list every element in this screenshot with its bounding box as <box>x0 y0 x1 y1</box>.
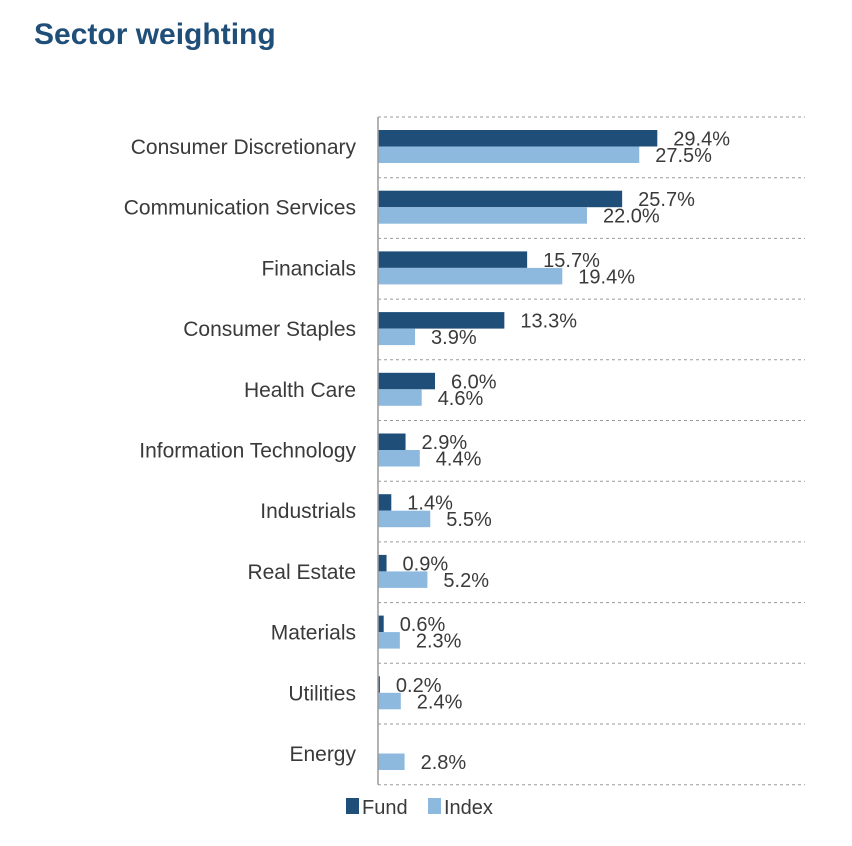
category-label: Utilities <box>288 682 356 705</box>
bar-fund <box>378 554 387 572</box>
bar-index <box>378 450 420 467</box>
data-label-index: 27.5% <box>655 145 712 167</box>
data-label-fund: 6.0% <box>451 371 497 393</box>
data-label-index: 4.4% <box>436 449 482 471</box>
bar-index <box>378 146 640 163</box>
data-label-index: 5.2% <box>443 570 489 592</box>
category-label: Financials <box>261 257 356 280</box>
bar-fund <box>378 312 505 329</box>
category-label: Health Care <box>244 379 356 402</box>
bar-fund <box>378 190 623 208</box>
data-label-fund: 0.9% <box>403 553 449 575</box>
bar-index <box>378 632 400 649</box>
bar-index <box>378 692 401 710</box>
bar-index <box>378 207 587 224</box>
bar-index <box>378 753 405 770</box>
category-label: Industrials <box>260 500 356 523</box>
legend-label-index: Index <box>444 797 493 819</box>
data-label-fund: 15.7% <box>543 250 600 272</box>
bar-index <box>378 571 428 588</box>
data-label-fund: 0.2% <box>396 675 442 697</box>
data-label-fund: 29.4% <box>673 129 730 151</box>
legend-swatch-index <box>428 798 441 814</box>
category-label: Real Estate <box>247 561 356 584</box>
bar-fund <box>378 372 435 390</box>
data-label-index: 19.4% <box>578 266 635 288</box>
bar-fund <box>378 615 384 633</box>
data-label-index: 2.3% <box>416 631 462 653</box>
data-label-index: 4.6% <box>438 388 484 410</box>
legend-swatch-fund <box>346 798 359 814</box>
data-label-index: 5.5% <box>446 509 492 531</box>
data-label-fund: 13.3% <box>520 311 577 333</box>
data-label-index: 3.9% <box>431 327 477 349</box>
bar-fund <box>378 433 406 450</box>
bar-index <box>378 510 431 528</box>
data-label-fund: 2.9% <box>422 432 468 454</box>
bar-fund <box>378 494 392 511</box>
data-label-fund: 1.4% <box>407 493 453 515</box>
chart-title: Sector weighting <box>34 18 276 51</box>
category-label: Energy <box>289 743 356 766</box>
bar-fund <box>378 251 528 268</box>
data-label-fund: 25.7% <box>638 189 695 211</box>
bar-fund <box>378 130 658 147</box>
category-label: Communication Services <box>124 197 356 220</box>
category-label: Consumer Discretionary <box>131 136 357 159</box>
bar-fund <box>378 676 380 693</box>
bar-index <box>378 328 416 346</box>
category-label: Consumer Staples <box>183 318 356 341</box>
data-label-fund: 0.6% <box>400 614 446 636</box>
bar-index <box>378 267 563 285</box>
data-label-index: 2.4% <box>417 691 463 713</box>
data-label-index: 22.0% <box>603 206 660 228</box>
category-label: Information Technology <box>139 440 356 463</box>
data-label-index: 2.8% <box>421 752 467 774</box>
bar-index <box>378 389 422 406</box>
legend-label-fund: Fund <box>362 797 408 819</box>
category-label: Materials <box>271 622 356 645</box>
